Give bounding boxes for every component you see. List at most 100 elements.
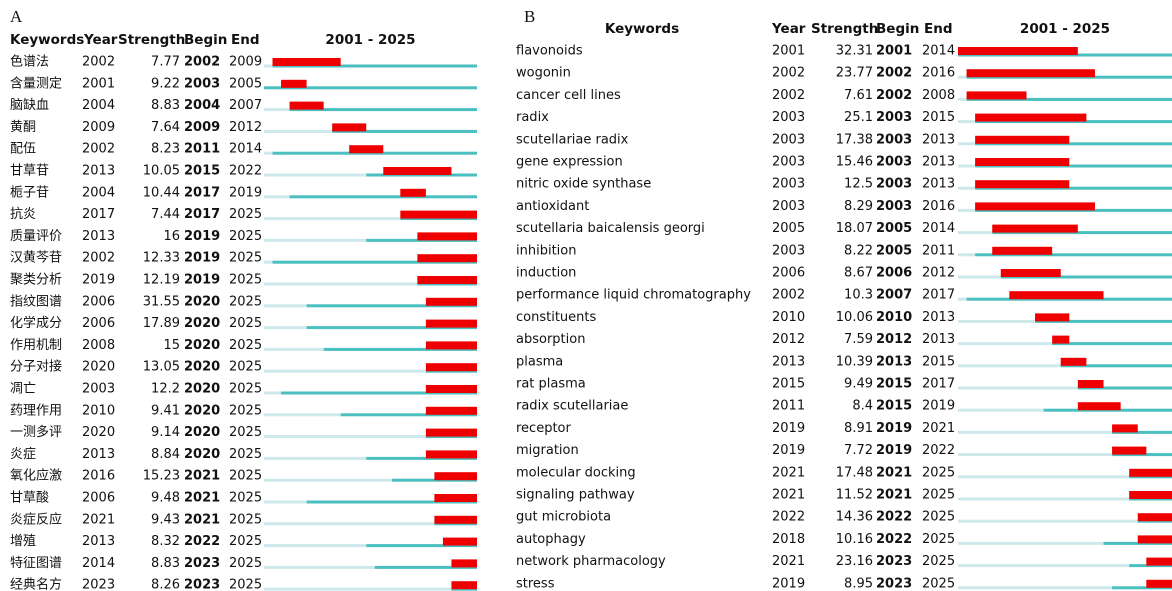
begin: 2007 (876, 288, 912, 303)
pre-period-line (264, 326, 307, 330)
end: 2014 (229, 142, 262, 157)
year: 2010 (82, 403, 115, 418)
pre-period-line (264, 456, 367, 460)
active-line (289, 195, 477, 199)
end: 2025 (229, 316, 262, 331)
end: 2025 (922, 465, 955, 480)
begin: 2002 (876, 66, 912, 81)
strength: 8.23 (151, 142, 180, 157)
end: 2012 (922, 266, 955, 281)
burst-bar (966, 69, 1095, 78)
end: 2016 (922, 199, 955, 214)
keyword: scutellariae radix (516, 132, 629, 147)
strength: 8.95 (844, 576, 873, 591)
strength: 9.41 (151, 403, 180, 418)
keyword: 化学成分 (10, 315, 62, 331)
strength: 14.36 (836, 510, 873, 525)
year: 2013 (82, 164, 115, 179)
burst-bar (1146, 579, 1172, 588)
keyword: stress (516, 576, 555, 591)
end: 2025 (229, 382, 262, 397)
burst-bar (417, 276, 477, 284)
strength: 23.16 (836, 554, 873, 569)
end: 2005 (229, 76, 262, 91)
burst-bar (992, 224, 1078, 233)
pre-period-line (264, 347, 324, 351)
year: 2013 (82, 229, 115, 244)
pre-period-line (958, 519, 1138, 523)
active-line (975, 142, 1172, 146)
pre-period-line (958, 497, 1130, 501)
pre-period-line (264, 544, 367, 548)
pre-period-line (958, 120, 976, 124)
begin: 2003 (876, 110, 912, 125)
pre-period-line (958, 453, 1113, 457)
pre-period-line (958, 142, 976, 146)
strength: 15 (163, 338, 180, 353)
begin: 2004 (184, 98, 220, 113)
keyword: plasma (516, 354, 563, 369)
pre-period-line (264, 151, 273, 155)
strength: 10.16 (836, 532, 873, 547)
strength: 7.77 (151, 55, 180, 70)
strength: 32.31 (836, 44, 873, 59)
begin: 2023 (876, 554, 912, 569)
end: 2019 (922, 399, 955, 414)
strength: 8.32 (151, 534, 180, 549)
strength: 9.14 (151, 425, 180, 440)
keyword: rat plasma (516, 377, 586, 392)
burst-bar (425, 363, 477, 372)
year: 2002 (82, 55, 115, 70)
pre-period-line (264, 435, 426, 439)
pre-period-line (264, 129, 333, 133)
begin: 2010 (876, 310, 912, 325)
burst-bar (1052, 335, 1070, 344)
burst-bar (451, 559, 477, 568)
year: 2003 (772, 155, 805, 170)
begin: 2019 (876, 443, 912, 458)
begin: 2003 (876, 199, 912, 214)
year: 2015 (772, 377, 805, 392)
pre-period-line (264, 522, 435, 526)
year: 2013 (772, 354, 805, 369)
strength: 7.44 (151, 207, 180, 222)
keyword: antioxidant (516, 199, 589, 214)
burst-bar (332, 123, 367, 132)
pre-period-line (958, 75, 967, 79)
active-line (281, 391, 477, 395)
active-line (1112, 430, 1172, 434)
strength: 12.2 (151, 382, 180, 397)
begin: 2021 (184, 512, 220, 527)
begin: 2020 (184, 403, 220, 418)
begin: 2020 (184, 338, 220, 353)
end: 2025 (229, 403, 262, 418)
burst-bar (425, 341, 477, 350)
strength: 8.83 (151, 98, 180, 113)
column-header: End (924, 21, 953, 37)
burst-bar (442, 537, 477, 546)
end: 2013 (922, 332, 955, 347)
strength: 9.49 (844, 377, 873, 392)
pre-period-line (958, 364, 1061, 368)
strength: 10.39 (836, 354, 873, 369)
burst-bar (1077, 380, 1104, 388)
year: 2002 (772, 66, 805, 81)
end: 2025 (229, 556, 262, 571)
keyword: 配伍 (10, 142, 36, 157)
burst-bar (975, 202, 1095, 211)
burst-bar (417, 254, 477, 263)
year: 2006 (82, 491, 115, 506)
strength: 7.59 (844, 332, 873, 347)
end: 2025 (229, 491, 262, 506)
begin: 2020 (184, 382, 220, 397)
keyword: 增殖 (10, 533, 36, 549)
pre-period-line (264, 238, 367, 242)
pre-period-line (958, 541, 1104, 545)
column-header: Keywords (605, 21, 679, 37)
year: 2003 (772, 199, 805, 214)
year: 2019 (82, 273, 115, 288)
pre-period-line (958, 430, 1113, 434)
strength: 17.48 (836, 465, 873, 480)
keyword: 经典名方 (10, 577, 62, 591)
begin: 2011 (184, 142, 220, 157)
